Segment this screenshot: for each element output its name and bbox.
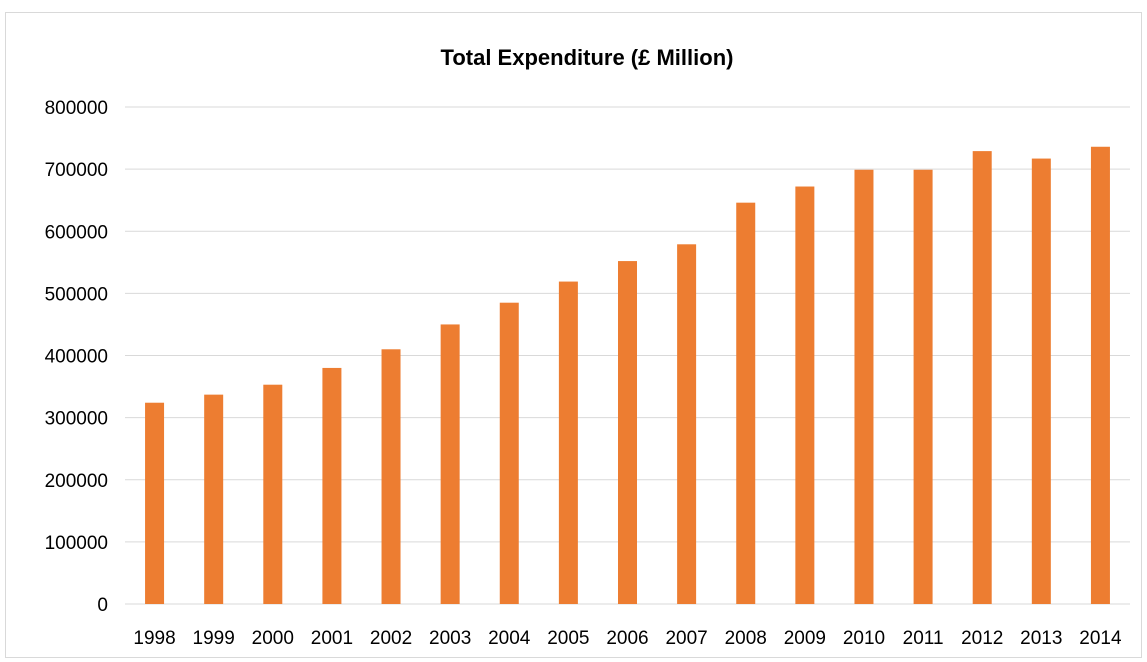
y-tick-label: 500000 — [45, 284, 108, 305]
x-tick-label: 2003 — [429, 628, 471, 649]
x-tick-label: 1998 — [133, 628, 175, 649]
bar-2009 — [795, 186, 815, 604]
y-tick-label: 800000 — [45, 98, 108, 119]
x-tick-label: 2004 — [488, 628, 531, 649]
x-tick-label: 2005 — [547, 628, 589, 649]
y-axis-labels: 0 100000 200000 300000 400000 500000 600000 700… — [45, 98, 108, 616]
y-tick-label: 700000 — [45, 160, 108, 181]
x-tick-label: 2006 — [606, 628, 648, 649]
bars — [145, 146, 1110, 605]
bar-2004 — [499, 302, 519, 604]
x-tick-label: 2001 — [311, 628, 353, 649]
y-tick-label: 200000 — [45, 471, 108, 492]
bar-2013 — [1031, 158, 1051, 604]
x-tick-label: 2010 — [843, 628, 885, 649]
x-tick-label: 2013 — [1020, 628, 1062, 649]
x-tick-label: 2000 — [252, 628, 294, 649]
y-tick-label: 0 — [97, 595, 108, 616]
bar-2011 — [913, 169, 933, 604]
bar-2001 — [322, 367, 342, 604]
bar-2014 — [1090, 146, 1110, 604]
y-tick-label: 600000 — [45, 222, 108, 243]
bar-2008 — [736, 202, 756, 605]
y-tick-label: 400000 — [45, 347, 108, 368]
bar-2002 — [381, 349, 401, 604]
bar-2003 — [440, 324, 460, 604]
y-tick-label: 100000 — [45, 533, 108, 554]
x-tick-label: 2014 — [1079, 628, 1122, 649]
x-tick-label: 2011 — [903, 628, 944, 649]
x-tick-label: 2009 — [784, 628, 826, 649]
bar-2012 — [972, 151, 992, 604]
x-tick-label: 2007 — [665, 628, 707, 649]
bar-2006 — [618, 261, 637, 604]
bar-1998 — [145, 402, 165, 604]
bar-2010 — [854, 169, 874, 604]
x-tick-label: 2008 — [725, 628, 767, 649]
chart-title: Total Expenditure (£ Million) — [441, 45, 734, 70]
bar-2007 — [677, 244, 697, 604]
bar-1999 — [204, 394, 224, 604]
y-tick-label: 300000 — [45, 409, 108, 430]
x-tick-label: 2002 — [370, 628, 412, 649]
bar-2005 — [558, 281, 578, 604]
bar-2000 — [263, 384, 283, 604]
x-axis-labels: 1998 1999 2000 2001 2002 2003 2004 2005 2006 2007… — [133, 628, 1122, 649]
x-tick-label: 1999 — [193, 628, 235, 649]
x-tick-label: 2012 — [961, 628, 1003, 649]
